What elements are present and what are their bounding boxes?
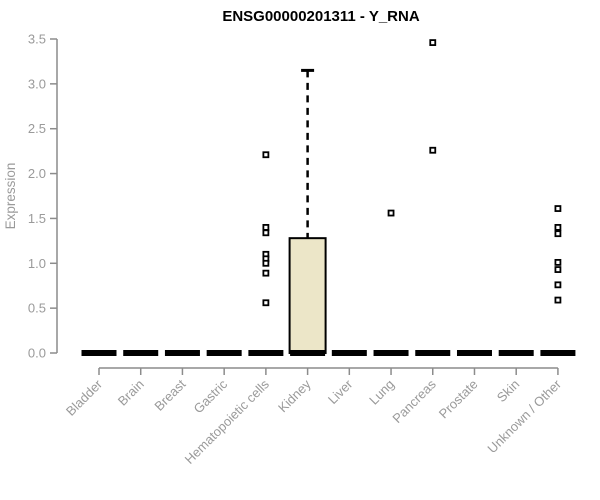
x-category-label: Gastric: [191, 376, 231, 416]
outlier-point: [262, 229, 270, 237]
median-bar: [540, 350, 576, 356]
outlier-point: [554, 230, 562, 238]
median-bar: [415, 350, 451, 356]
x-category-label: Liver: [325, 376, 356, 407]
y-tick-label: 1.5: [28, 211, 46, 226]
y-tick-label: 0.0: [28, 346, 46, 361]
y-tick-label: 0.5: [28, 301, 46, 316]
median-bar: [373, 350, 409, 356]
outlier-point: [554, 266, 562, 273]
median-bar: [248, 350, 284, 356]
median-bar: [290, 350, 326, 356]
outlier-point: [554, 281, 562, 289]
y-tick-label: 2.0: [28, 166, 46, 181]
y-tick-label: 1.0: [28, 256, 46, 271]
median-bar: [81, 350, 117, 356]
median-bar: [331, 350, 367, 356]
outlier-point: [429, 39, 437, 46]
outlier-point: [262, 299, 270, 307]
outlier-point: [387, 209, 395, 217]
x-category-label: Lung: [366, 377, 397, 408]
median-bar: [456, 350, 492, 356]
box: [288, 237, 327, 354]
x-category-label: Skin: [494, 377, 522, 405]
outlier-point: [554, 258, 562, 266]
y-axis-label: Expression: [3, 163, 18, 230]
median-bar: [164, 350, 200, 356]
median-bar: [498, 350, 534, 356]
x-category-label: Pancreas: [389, 376, 439, 426]
outlier-point: [554, 205, 562, 212]
median-bar: [123, 350, 159, 356]
y-tick-label: 2.5: [28, 121, 46, 136]
chart-title: ENSG00000201311 - Y_RNA: [222, 8, 420, 25]
outlier-point: [262, 259, 270, 267]
x-category-label: Bladder: [63, 376, 106, 419]
x-category-label: Breast: [151, 376, 188, 413]
outlier-point: [429, 146, 437, 154]
x-category-label: Kidney: [275, 376, 314, 415]
x-category-label: Unknown / Other: [484, 376, 564, 456]
outlier-point: [262, 151, 270, 159]
outlier-point: [554, 223, 562, 231]
x-category-label: Brain: [115, 377, 147, 409]
outlier-point: [262, 269, 270, 277]
x-category-label: Prostate: [436, 377, 481, 422]
outlier-point: [554, 296, 562, 304]
y-tick-label: 3.5: [28, 32, 46, 47]
outlier-point: [262, 223, 270, 231]
median-bar: [206, 350, 242, 356]
y-tick-label: 3.0: [28, 76, 46, 91]
